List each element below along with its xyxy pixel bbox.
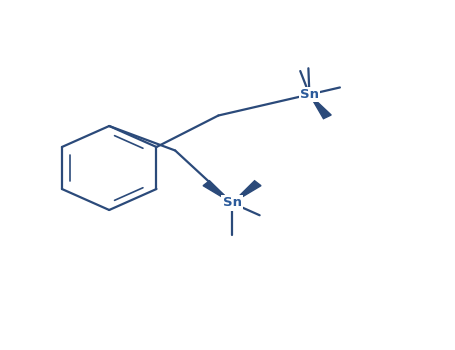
Polygon shape [203, 181, 232, 203]
Text: Sn: Sn [222, 196, 242, 210]
Polygon shape [232, 181, 261, 203]
Text: Sn: Sn [300, 88, 319, 101]
Polygon shape [309, 94, 331, 119]
